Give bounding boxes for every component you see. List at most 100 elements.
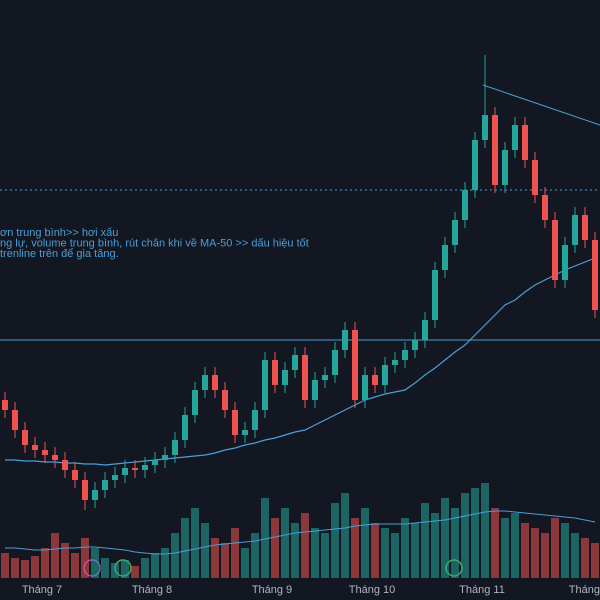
volume-bar [221, 543, 229, 578]
candle-body [582, 215, 588, 240]
candle-body [32, 445, 38, 450]
volume-bar [171, 533, 179, 578]
volume-bar [261, 498, 269, 578]
volume-bar [231, 528, 239, 578]
x-axis-label: Tháng 7 [22, 584, 62, 596]
volume-bar [381, 528, 389, 578]
candle-body [132, 468, 138, 470]
candle-body [442, 245, 448, 270]
volume-bar [361, 508, 369, 578]
candle-body [282, 370, 288, 385]
candle-body [472, 140, 478, 190]
volume-bar [461, 493, 469, 578]
volume-bar [41, 548, 49, 578]
annotation: ơn trung bình>> hơi xấu [0, 227, 118, 239]
volume-bar [491, 508, 499, 578]
volume-bar [61, 543, 69, 578]
candle-body [542, 195, 548, 220]
candle-body [532, 160, 538, 195]
volume-bar [71, 553, 79, 578]
candle-body [512, 125, 518, 150]
volume-bar [471, 488, 479, 578]
volume-bar [431, 513, 439, 578]
volume-bar [51, 533, 59, 578]
volume-bar [111, 563, 119, 578]
candle-body [62, 460, 68, 470]
x-axis-label: Tháng 11 [459, 584, 505, 596]
volume-bar [521, 523, 529, 578]
candle-body [552, 220, 558, 280]
volume-bar [201, 523, 209, 578]
candle-body [242, 430, 248, 435]
candle-body [302, 355, 308, 400]
volume-bar [581, 538, 589, 578]
candle-body [222, 390, 228, 410]
volume-bar [421, 503, 429, 578]
candle-body [232, 410, 238, 435]
volume-bar [101, 558, 109, 578]
volume-bar [181, 518, 189, 578]
candle-body [142, 465, 148, 470]
candle-body [572, 215, 578, 245]
candle-body [452, 220, 458, 245]
x-axis-label: Tháng 12 [569, 584, 600, 596]
volume-bar [131, 566, 139, 578]
candle-body [342, 330, 348, 350]
trendline [482, 84, 600, 126]
volume-bar [571, 533, 579, 578]
volume-bar [321, 533, 329, 578]
candle-body [52, 455, 58, 460]
candle-body [212, 375, 218, 390]
candle-body [172, 440, 178, 455]
candle-body [42, 450, 48, 455]
volume-bar [591, 543, 599, 578]
volume-bar [291, 523, 299, 578]
volume-bar [91, 548, 99, 578]
volume-bar [161, 548, 169, 578]
volume-bar [1, 553, 9, 578]
candle-body [312, 380, 318, 400]
candle-body [352, 330, 358, 400]
candle-body [192, 390, 198, 415]
candle-body [362, 375, 368, 400]
candle-body [372, 375, 378, 385]
candle-body [102, 480, 108, 490]
volume-bar [531, 528, 539, 578]
volume-bar [511, 513, 519, 578]
candle-body [482, 115, 488, 140]
volume-bar [451, 508, 459, 578]
volume-bar [331, 503, 339, 578]
volume-bar [121, 560, 129, 578]
annotation: ng lự, volume trung bình, rút chân khi v… [0, 237, 309, 249]
volume-bar [271, 518, 279, 578]
volume-bar [541, 533, 549, 578]
candle-body [92, 490, 98, 500]
candle-body [82, 480, 88, 500]
candle-body [22, 430, 28, 445]
volume-bar [241, 548, 249, 578]
volume-bar [311, 528, 319, 578]
volume-bar [561, 523, 569, 578]
candle-body [412, 340, 418, 350]
volume-bar [11, 558, 19, 578]
candle-body [402, 350, 408, 360]
volume-bar [341, 493, 349, 578]
candle-body [392, 360, 398, 365]
volume-bar [21, 560, 29, 578]
volume-bar [141, 558, 149, 578]
candle-body [182, 415, 188, 440]
volume-bar [481, 483, 489, 578]
candle-body [332, 350, 338, 375]
x-axis-label: Tháng 8 [132, 584, 172, 596]
candle-body [592, 240, 598, 310]
candle-body [522, 125, 528, 160]
candle-body [462, 190, 468, 220]
ma50-line [5, 257, 596, 466]
volume-bar [441, 498, 449, 578]
volume-bar [401, 518, 409, 578]
candle-body [162, 455, 168, 460]
volume-bar [31, 556, 39, 578]
candle-body [432, 270, 438, 320]
volume-bar [191, 508, 199, 578]
